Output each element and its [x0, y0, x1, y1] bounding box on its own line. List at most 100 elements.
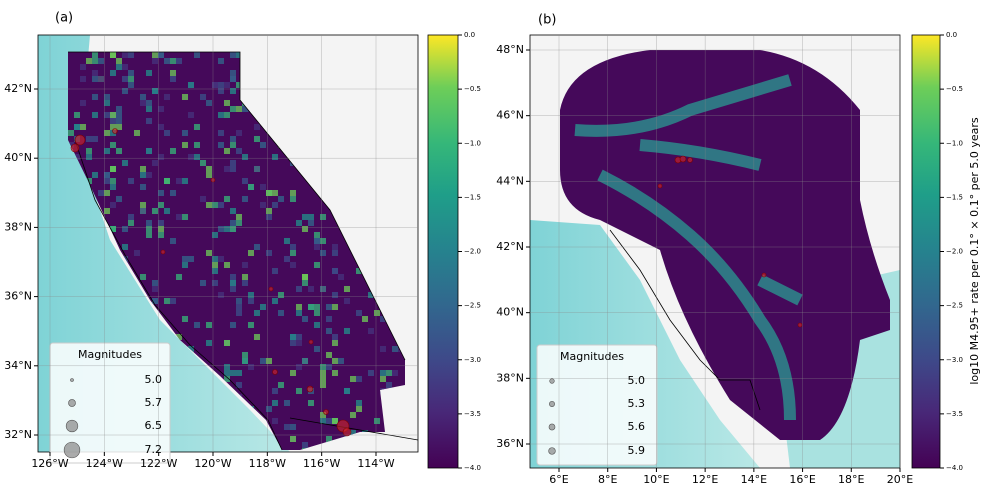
rate-cell	[104, 208, 110, 214]
y-tick-label: 32°N	[4, 428, 32, 441]
rate-cell	[110, 178, 116, 184]
rate-cell	[110, 184, 116, 190]
legend-title: Magnitudes	[78, 348, 142, 361]
rate-cell	[218, 202, 224, 208]
colorbar-tick-label: −1.0	[946, 139, 963, 147]
rate-cell	[332, 250, 338, 256]
rate-cell	[302, 274, 308, 280]
colorbar-tick-label: −4.0	[946, 464, 963, 472]
rate-cell	[248, 298, 254, 304]
rate-cell	[176, 214, 182, 220]
colorbar	[428, 35, 458, 468]
rate-cell	[218, 292, 224, 298]
rate-cell	[308, 304, 314, 310]
rate-cell	[122, 52, 128, 58]
rate-cell	[302, 280, 308, 286]
y-tick-label: 44°N	[496, 174, 524, 187]
rate-cell	[308, 400, 314, 406]
rate-cell	[254, 136, 260, 142]
rate-cell	[236, 310, 242, 316]
rate-cell	[218, 58, 224, 64]
rate-cell	[116, 148, 122, 154]
y-tick-label: 34°N	[4, 359, 32, 372]
rate-cell	[128, 220, 134, 226]
colorbar-tick-label: −1.5	[464, 193, 481, 201]
rate-cell	[92, 70, 98, 76]
rate-cell	[152, 58, 158, 64]
rate-cell	[104, 100, 110, 106]
rate-cell	[230, 106, 236, 112]
rate-cell	[122, 226, 128, 232]
legend-label: 5.9	[628, 444, 646, 457]
x-tick-label: 6°E	[549, 473, 568, 486]
rate-cell	[152, 208, 158, 214]
rate-cell	[278, 292, 284, 298]
rate-cell	[224, 100, 230, 106]
rate-cell	[320, 250, 326, 256]
rate-cell	[206, 166, 212, 172]
x-tick-label: 126°W	[31, 457, 68, 470]
rate-cell	[206, 250, 212, 256]
rate-cell	[140, 172, 146, 178]
rate-cell	[326, 304, 332, 310]
legend-marker	[64, 442, 80, 458]
rate-cell	[230, 220, 236, 226]
x-tick-label: 122°W	[140, 457, 177, 470]
rate-cell	[320, 364, 326, 370]
rate-cell	[98, 58, 104, 64]
rate-cell	[164, 94, 170, 100]
rate-cell	[314, 238, 320, 244]
rate-cell	[326, 364, 332, 370]
rate-cell	[290, 436, 296, 442]
rate-cell	[236, 130, 242, 136]
rate-cell	[128, 214, 134, 220]
rate-cell	[350, 376, 356, 382]
colorbar	[912, 35, 940, 468]
rate-cell	[116, 106, 122, 112]
rate-cell	[86, 148, 92, 154]
rate-cell	[110, 112, 116, 118]
rate-cell	[122, 64, 128, 70]
rate-cell	[326, 328, 332, 334]
rate-cell	[302, 442, 308, 448]
rate-cell	[260, 142, 266, 148]
rate-cell	[230, 280, 236, 286]
rate-cell	[314, 346, 320, 352]
rate-cell	[80, 76, 86, 82]
rate-cell	[392, 346, 398, 352]
legend-label: 5.0	[145, 373, 163, 386]
rate-cell	[338, 358, 344, 364]
rate-cell	[230, 76, 236, 82]
rate-cell	[290, 424, 296, 430]
rate-cell	[218, 226, 224, 232]
colorbar-tick-label: −1.0	[464, 139, 481, 147]
rate-cell	[104, 148, 110, 154]
rate-cell	[332, 418, 338, 424]
rate-cell	[272, 190, 278, 196]
rate-cell	[116, 58, 122, 64]
rate-cell	[110, 142, 116, 148]
rate-cell	[332, 244, 338, 250]
rate-cell	[224, 112, 230, 118]
rate-cell	[134, 130, 140, 136]
rate-cell	[290, 190, 296, 196]
rate-cell	[224, 262, 230, 268]
rate-cell	[128, 82, 134, 88]
rate-cell	[146, 232, 152, 238]
rate-cell	[170, 70, 176, 76]
rate-cell	[146, 70, 152, 76]
rate-cell	[284, 238, 290, 244]
rate-cell	[182, 214, 188, 220]
rate-cell	[194, 52, 200, 58]
rate-cell	[296, 310, 302, 316]
y-tick-label: 40°N	[4, 151, 32, 164]
rate-cell	[248, 250, 254, 256]
rate-cell	[110, 166, 116, 172]
colorbar-tick-label: −4.0	[464, 464, 481, 472]
rate-cell	[152, 160, 158, 166]
legend-label: 5.6	[628, 420, 646, 433]
rate-cell	[188, 82, 194, 88]
rate-cell	[230, 286, 236, 292]
rate-cell	[218, 256, 224, 262]
rate-cell	[296, 334, 302, 340]
